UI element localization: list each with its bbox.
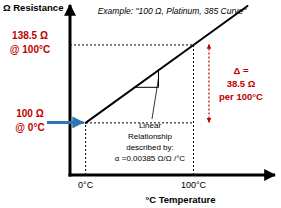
svg-text:Δ =: Δ = <box>233 65 248 76</box>
svg-text:°C Temperature: °C Temperature <box>145 194 215 205</box>
svg-text:per 100°C: per 100°C <box>219 91 263 102</box>
svg-text:Relationship: Relationship <box>128 132 173 141</box>
svg-text:@ 0°C: @ 0°C <box>15 122 44 133</box>
svg-text:Linear: Linear <box>139 121 162 130</box>
svg-text:Example: "100 Ω, Platinum, 385: Example: "100 Ω, Platinum, 385 Curve" <box>98 6 248 16</box>
svg-text:100°C: 100°C <box>181 180 207 190</box>
svg-text:138.5 Ω: 138.5 Ω <box>12 30 48 41</box>
svg-text:Ω Resistance: Ω Resistance <box>3 2 63 13</box>
svg-text:0°C: 0°C <box>78 180 94 190</box>
svg-text:described by:: described by: <box>126 143 174 152</box>
svg-text:@ 100°C: @ 100°C <box>10 44 50 55</box>
svg-text:α =0.00385 Ω/Ω /°C: α =0.00385 Ω/Ω /°C <box>115 154 185 163</box>
svg-text:100 Ω: 100 Ω <box>16 108 43 119</box>
svg-text:38.5 Ω: 38.5 Ω <box>227 78 256 89</box>
